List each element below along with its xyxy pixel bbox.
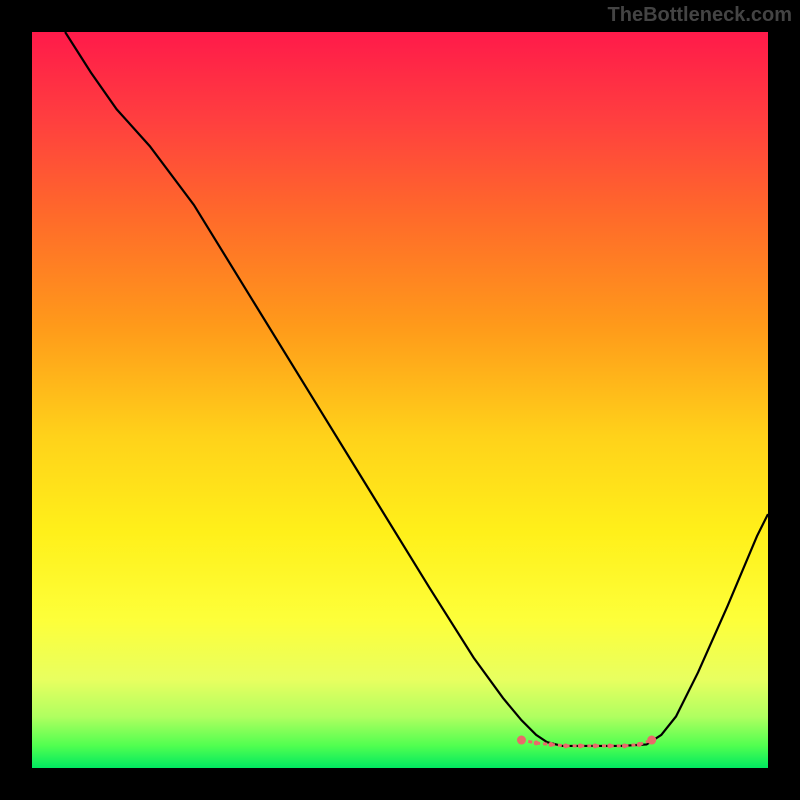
watermark-text: TheBottleneck.com	[608, 4, 792, 27]
chart-plot-area	[32, 32, 768, 768]
chart-svg	[32, 32, 768, 768]
gradient-background	[32, 32, 768, 768]
